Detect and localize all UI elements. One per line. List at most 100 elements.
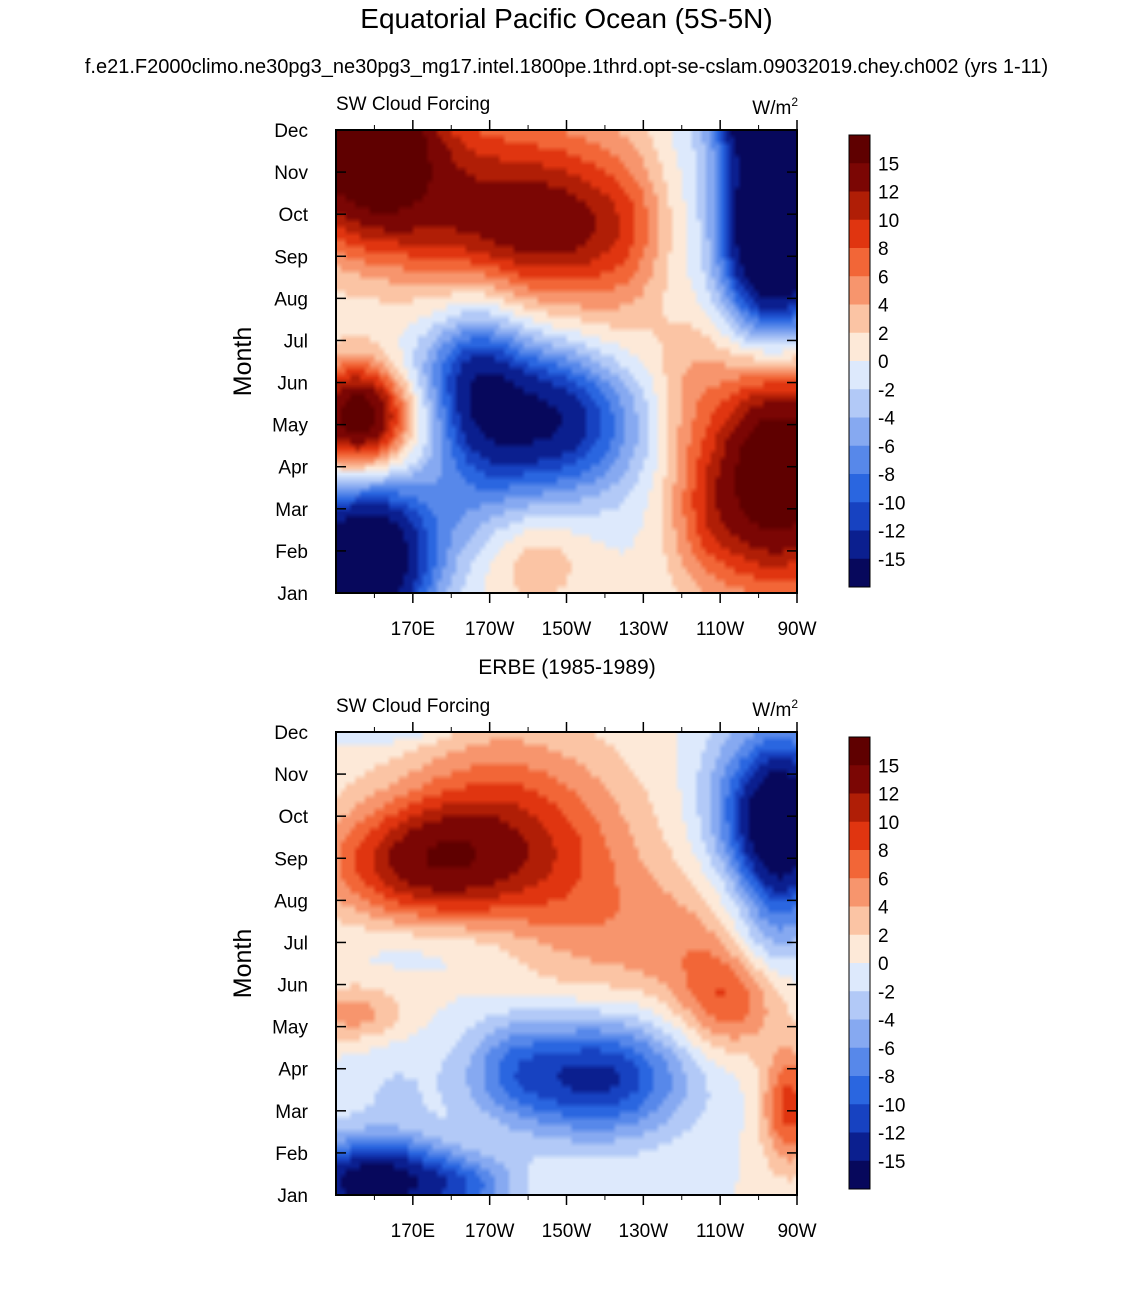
colorbar-label: -8 bbox=[878, 1067, 895, 1088]
y-tick-label: May bbox=[272, 1018, 308, 1039]
colorbar-label: 4 bbox=[878, 898, 889, 919]
colorbar-label: -4 bbox=[878, 409, 895, 430]
y-tick-label: Oct bbox=[278, 205, 308, 226]
y-tick-label: Apr bbox=[278, 1060, 308, 1081]
colorbar-label: 10 bbox=[878, 813, 899, 834]
colorbar-frame bbox=[848, 134, 871, 588]
colorbar-swatch bbox=[849, 991, 870, 1020]
y-tick-label: Apr bbox=[278, 458, 308, 479]
colorbar-swatch bbox=[849, 558, 870, 588]
colorbar-swatch bbox=[849, 474, 870, 503]
y-tick-label: Mar bbox=[275, 1102, 308, 1123]
colorbar-label: -10 bbox=[878, 1095, 905, 1116]
colorbar-label: 2 bbox=[878, 926, 889, 947]
contour-field bbox=[336, 732, 797, 1195]
colorbar-label: -8 bbox=[878, 465, 895, 486]
colorbar-label: 2 bbox=[878, 324, 889, 345]
colorbar-swatch bbox=[849, 191, 870, 221]
colorbar-label: 15 bbox=[878, 154, 899, 175]
y-tick-label: Nov bbox=[274, 765, 308, 786]
colorbar-swatch bbox=[849, 1160, 870, 1190]
y-tick-label: Feb bbox=[275, 542, 308, 563]
y-tick-label: Sep bbox=[274, 247, 308, 268]
colorbar-label: -12 bbox=[878, 1124, 905, 1145]
y-tick-label: Jul bbox=[284, 331, 308, 352]
colorbar-swatch bbox=[849, 389, 870, 418]
model-contour-panel: SW Cloud Forcing W/m2 Month Jan Feb Mar Apr May… bbox=[229, 94, 905, 640]
units-label: W/m2 bbox=[752, 697, 798, 721]
colorbar-swatch bbox=[849, 793, 870, 823]
colorbar-swatch bbox=[849, 1076, 870, 1105]
colorbar-swatch bbox=[849, 304, 870, 334]
colorbar-swatch bbox=[849, 821, 870, 851]
colorbar-swatch bbox=[849, 361, 870, 390]
colorbar-swatch bbox=[849, 850, 870, 879]
colorbar-swatch bbox=[849, 135, 870, 164]
colorbar-label: 0 bbox=[878, 954, 889, 975]
x-tick-label: 150W bbox=[542, 619, 592, 640]
y-tick-label: May bbox=[272, 416, 308, 437]
y-tick-label: Sep bbox=[274, 849, 308, 870]
colorbar-swatch bbox=[849, 1104, 870, 1133]
colorbar-swatch bbox=[849, 332, 870, 362]
x-tick-label: 110W bbox=[696, 619, 744, 640]
colorbar-swatch bbox=[849, 163, 870, 192]
contour-field bbox=[336, 130, 797, 593]
y-tick-label: Nov bbox=[274, 163, 308, 184]
colorbar-label: -6 bbox=[878, 1039, 895, 1060]
colorbar-label: -12 bbox=[878, 522, 905, 543]
colorbar-swatch bbox=[849, 219, 870, 249]
colorbar-label: -10 bbox=[878, 493, 905, 514]
x-tick-label: 170E bbox=[391, 1221, 435, 1242]
colorbar-swatch bbox=[849, 1019, 870, 1049]
colorbar-swatch bbox=[849, 1047, 870, 1077]
units-label: W/m2 bbox=[752, 95, 798, 119]
y-tick-label: Feb bbox=[275, 1144, 308, 1165]
colorbar-label: 6 bbox=[878, 869, 889, 890]
colorbar-label: -4 bbox=[878, 1011, 895, 1032]
colorbar-swatch bbox=[849, 530, 870, 560]
y-tick-label: Jun bbox=[277, 976, 308, 997]
y-axis-label: Month bbox=[229, 929, 257, 998]
y-tick-label: Jan bbox=[277, 584, 308, 605]
colorbar-swatch bbox=[849, 737, 870, 766]
colorbar-label: 0 bbox=[878, 352, 889, 373]
x-tick-label: 170E bbox=[391, 619, 435, 640]
colorbar-label: -2 bbox=[878, 982, 895, 1003]
y-tick-label: Aug bbox=[274, 289, 308, 310]
left-panel-title: SW Cloud Forcing bbox=[336, 94, 490, 115]
y-tick-label: Dec bbox=[274, 121, 308, 142]
x-tick-label: 150W bbox=[542, 1221, 592, 1242]
colorbar-frame bbox=[848, 736, 871, 1190]
colorbar-swatch bbox=[849, 934, 870, 964]
colorbar-label: -15 bbox=[878, 550, 905, 571]
colorbar-swatch bbox=[849, 445, 870, 475]
y-tick-label: Mar bbox=[275, 500, 308, 521]
colorbar-swatch bbox=[849, 878, 870, 907]
colorbar-label: 4 bbox=[878, 296, 889, 317]
x-tick-label: 170W bbox=[465, 619, 515, 640]
colorbar-swatch bbox=[849, 276, 870, 305]
x-tick-label: 170W bbox=[465, 1221, 515, 1242]
colorbar-label: 6 bbox=[878, 267, 889, 288]
colorbar-swatch bbox=[849, 417, 870, 447]
colorbar-swatch bbox=[849, 963, 870, 992]
x-tick-label: 110W bbox=[696, 1221, 744, 1242]
observation-contour-panel: SW Cloud Forcing W/m2 Month Jan Feb Mar Apr May… bbox=[229, 696, 905, 1242]
colorbar-label: -2 bbox=[878, 380, 895, 401]
y-tick-label: Jun bbox=[277, 374, 308, 395]
y-tick-label: Aug bbox=[274, 891, 308, 912]
colorbar-label: -6 bbox=[878, 437, 895, 458]
colorbar-label: 10 bbox=[878, 211, 899, 232]
colorbar-swatch bbox=[849, 906, 870, 936]
y-tick-label: Jan bbox=[277, 1186, 308, 1207]
x-tick-label: 90W bbox=[777, 619, 816, 640]
colorbar-label: 8 bbox=[878, 239, 889, 260]
x-tick-label: 90W bbox=[777, 1221, 816, 1242]
colorbar-label: 12 bbox=[878, 183, 899, 204]
x-tick-label: 130W bbox=[619, 619, 669, 640]
left-panel-title: SW Cloud Forcing bbox=[336, 696, 490, 717]
colorbar-swatch bbox=[849, 502, 870, 531]
colorbar-label: 8 bbox=[878, 841, 889, 862]
x-tick-label: 130W bbox=[619, 1221, 669, 1242]
